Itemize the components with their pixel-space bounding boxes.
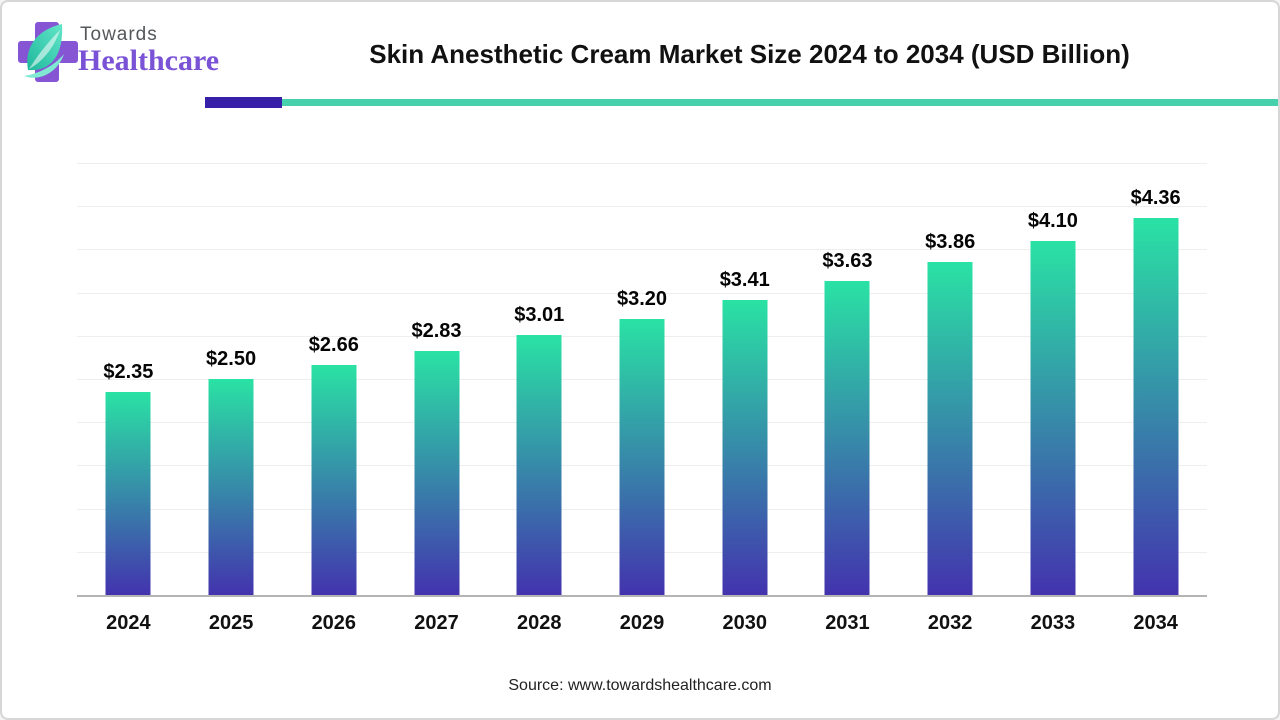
bar-2024 [105,391,151,595]
bar-column-2027: $2.83 2027 [385,165,488,635]
bar-value-label-2024: $2.35 [103,360,154,383]
bar-2030 [722,300,768,595]
bar-column-2028: $3.01 2028 [488,165,591,634]
bar-2028 [516,334,562,595]
bar-column-2029: $3.20 2029 [591,165,694,634]
bar-2026 [311,365,357,595]
gridline [77,292,1207,294]
bar-value-label-2030: $3.41 [719,269,770,292]
category-label-2029: 2029 [619,612,665,634]
bar-value-label-2033: $4.10 [1027,209,1078,232]
category-label-2024: 2024 [106,612,151,634]
category-label-2032: 2032 [927,612,973,634]
bar-chart: $2.35 2024 $2.50 2025 $2.66 2026 $2.83 2027 $3.0… [77,163,1207,635]
bar-column-2032: $3.86 2032 [899,165,1002,635]
category-label-2033: 2033 [1030,612,1076,634]
title-accent-line [282,99,1278,106]
bar-value-label-2026: $2.66 [308,334,359,357]
bar-value-label-2031: $3.63 [822,250,873,273]
cross-leaf-icon [18,22,78,82]
brand-logo: Towards Healthcare [16,18,256,88]
bar-2033 [1030,240,1076,595]
category-label-2027: 2027 [414,612,459,634]
bar-column-2030: $3.41 2030 [693,165,796,634]
bar-value-label-2034: $4.36 [1130,187,1181,210]
bar-2025 [208,379,254,595]
category-label-2028: 2028 [517,612,562,634]
category-label-2026: 2026 [311,612,357,634]
bar-value-label-2029: $3.20 [616,287,668,310]
bar-column-2033: $4.10 2033 [1002,165,1105,634]
page-title: Skin Anesthetic Cream Market Size 2024 t… [369,39,1130,69]
bar-2027 [414,350,460,595]
bar-column-2031: $3.63 2031 [796,165,899,634]
bar-value-label-2027: $2.83 [411,319,462,342]
bar-column-2026: $2.66 2026 [282,165,385,634]
category-label-2034: 2034 [1133,612,1178,634]
source-text: Source: www.towardshealthcare.com [508,677,772,694]
bar-value-label-2028: $3.01 [514,303,565,326]
gridline [77,249,1207,251]
bar-value-label-2025: $2.50 [206,348,257,370]
logo-towards-text: Towards [80,24,158,45]
category-label-2031: 2031 [825,612,870,634]
gridline [77,163,1207,164]
category-label-2030: 2030 [722,612,767,634]
title-accent-bar [205,97,282,108]
bar-column-2034: $4.36 2034 [1104,165,1207,634]
bar-value-label-2032: $3.86 [925,230,976,253]
bar-2034 [1133,218,1179,595]
bar-2031 [824,281,870,595]
bar-column-2025: $2.50 2025 [180,165,283,634]
gridline [77,206,1207,208]
category-label-2025: 2025 [208,612,254,634]
bar-2029 [619,318,665,595]
logo-healthcare-text: Healthcare [78,44,220,77]
bar-2032 [927,261,973,595]
bar-column-2024: $2.35 2024 [77,165,180,634]
